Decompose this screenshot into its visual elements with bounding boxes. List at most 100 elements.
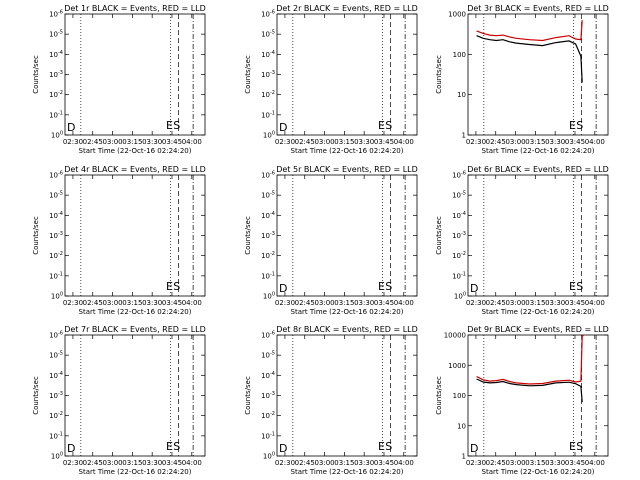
x-tick-label: 03:15 <box>122 299 142 307</box>
marker-e: E <box>378 280 385 293</box>
x-tick-label: 04:00 <box>394 299 414 307</box>
y-axis-label: Counts/sec <box>435 376 443 415</box>
x-tick-label: 04:00 <box>394 138 414 146</box>
x-tick-label: 03:00 <box>314 138 334 146</box>
y-tick-label: 10-5 <box>49 30 63 39</box>
y-tick-label: 10-1 <box>49 110 63 119</box>
plot-frame <box>64 174 206 297</box>
plot-frame <box>276 334 418 457</box>
x-tick-label: 03:00 <box>505 459 525 467</box>
y-tick-label: 10-4 <box>49 211 63 220</box>
x-tick-label: 03:00 <box>102 138 122 146</box>
x-tick-label: 03:45 <box>374 459 394 467</box>
y-tick-label: 10-4 <box>261 211 275 220</box>
x-tick-label: 02:30 <box>275 459 295 467</box>
marker-e: E <box>569 119 576 132</box>
y-tick-label: 10-2 <box>452 251 466 260</box>
marker-d: D <box>67 121 75 134</box>
events-series-line <box>476 378 583 403</box>
marker-d: D <box>279 282 287 295</box>
x-tick-label: 02:30 <box>63 299 83 307</box>
y-tick-label: 10-6 <box>261 10 275 19</box>
plot-frame <box>467 13 609 136</box>
x-axis-label: Start Time (22-Oct-16 02:24:20) <box>291 147 404 155</box>
panel-title: Det 1r BLACK = Events, RED = LLD <box>64 4 206 13</box>
plot-frame <box>276 13 418 136</box>
x-tick-label: 03:45 <box>374 299 394 307</box>
y-tick-label: 100 <box>454 292 466 301</box>
x-tick-label: 03:30 <box>545 459 565 467</box>
panel-8: Det 8r BLACK = Events, RED = LLD 02:30 02:… <box>244 325 418 476</box>
events-series-line <box>476 35 583 83</box>
plot-frame <box>64 334 206 457</box>
y-tick-label: 10-2 <box>49 251 63 260</box>
x-tick-label: 03:15 <box>334 299 354 307</box>
marker-e: E <box>166 440 173 453</box>
marker-s: S <box>173 119 180 132</box>
y-tick-label: 100 <box>453 392 466 400</box>
y-tick-label: 100 <box>263 292 275 301</box>
y-tick-label: 10-5 <box>261 191 275 200</box>
y-tick-label: 10-6 <box>49 10 63 19</box>
y-axis-label: Counts/sec <box>32 376 40 415</box>
x-tick-label: 03:45 <box>162 138 182 146</box>
y-tick-label: 10-1 <box>261 110 275 119</box>
x-tick-label: 03:30 <box>354 138 374 146</box>
y-tick-label: 10 <box>457 422 466 430</box>
y-tick-label: 10-6 <box>261 331 275 340</box>
marker-s: S <box>173 440 180 453</box>
x-axis-label: Start Time (22-Oct-16 02:24:20) <box>79 468 192 476</box>
y-tick-label: 1 <box>462 132 466 140</box>
panel-title: Det 5r BLACK = Events, RED = LLD <box>276 165 418 174</box>
y-tick-label: 10-6 <box>261 171 275 180</box>
y-axis-label: Counts/sec <box>435 216 443 255</box>
y-tick-label: 1000 <box>448 362 466 370</box>
y-tick-label: 10-3 <box>49 391 63 400</box>
x-axis-label: Start Time (22-Oct-16 02:24:20) <box>291 468 404 476</box>
y-tick-label: 10-1 <box>261 431 275 440</box>
y-tick-label: 10-5 <box>452 191 466 200</box>
y-axis-label: Counts/sec <box>32 55 40 94</box>
panel-3: Det 3r BLACK = Events, RED = LLD 02:30 02:… <box>435 4 609 155</box>
y-tick-label: 10-1 <box>49 431 63 440</box>
panel-title: Det 6r BLACK = Events, RED = LLD <box>467 165 609 174</box>
panel-1: Det 1r BLACK = Events, RED = LLD 02:30 02:… <box>32 4 206 155</box>
x-tick-label: 04:00 <box>394 459 414 467</box>
y-tick-label: 100 <box>263 131 275 140</box>
y-tick-label: 10-2 <box>49 90 63 99</box>
panel-4: Det 4r BLACK = Events, RED = LLD 02:30 02:… <box>32 165 206 316</box>
y-tick-label: 10-5 <box>49 351 63 360</box>
x-tick-label: 03:00 <box>505 138 525 146</box>
x-tick-label: 02:30 <box>63 459 83 467</box>
x-tick-label: 03:45 <box>374 138 394 146</box>
marker-s: S <box>576 280 583 293</box>
marker-d: D <box>67 442 75 455</box>
x-tick-label: 03:30 <box>354 299 374 307</box>
marker-e: E <box>166 280 173 293</box>
y-tick-label: 10-5 <box>261 30 275 39</box>
x-tick-label: 03:45 <box>162 299 182 307</box>
y-tick-label: 100 <box>453 51 466 59</box>
y-tick-label: 100 <box>263 452 275 461</box>
plot-frame <box>467 174 609 297</box>
panel-title: Det 9r BLACK = Events, RED = LLD <box>467 325 609 334</box>
x-tick-label: 03:00 <box>102 299 122 307</box>
x-axis-label: Start Time (22-Oct-16 02:24:20) <box>482 468 595 476</box>
panel-title: Det 3r BLACK = Events, RED = LLD <box>467 4 609 13</box>
x-tick-label: 03:30 <box>142 459 162 467</box>
x-tick-label: 04:00 <box>182 299 202 307</box>
marker-s: S <box>576 440 583 453</box>
x-tick-label: 03:00 <box>102 459 122 467</box>
x-tick-label: 02:30 <box>466 459 486 467</box>
y-tick-label: 10-1 <box>49 271 63 280</box>
x-axis-label: Start Time (22-Oct-16 02:24:20) <box>482 308 595 316</box>
x-tick-label: 04:00 <box>585 459 605 467</box>
x-tick-label: 02:45 <box>486 459 506 467</box>
y-tick-label: 10-3 <box>261 231 275 240</box>
x-tick-label: 04:00 <box>182 138 202 146</box>
marker-d: D <box>279 121 287 134</box>
y-tick-label: 100 <box>51 452 63 461</box>
x-tick-label: 03:45 <box>565 138 585 146</box>
panel-9: Det 9r BLACK = Events, RED = LLD 02:30 02:… <box>435 325 609 476</box>
